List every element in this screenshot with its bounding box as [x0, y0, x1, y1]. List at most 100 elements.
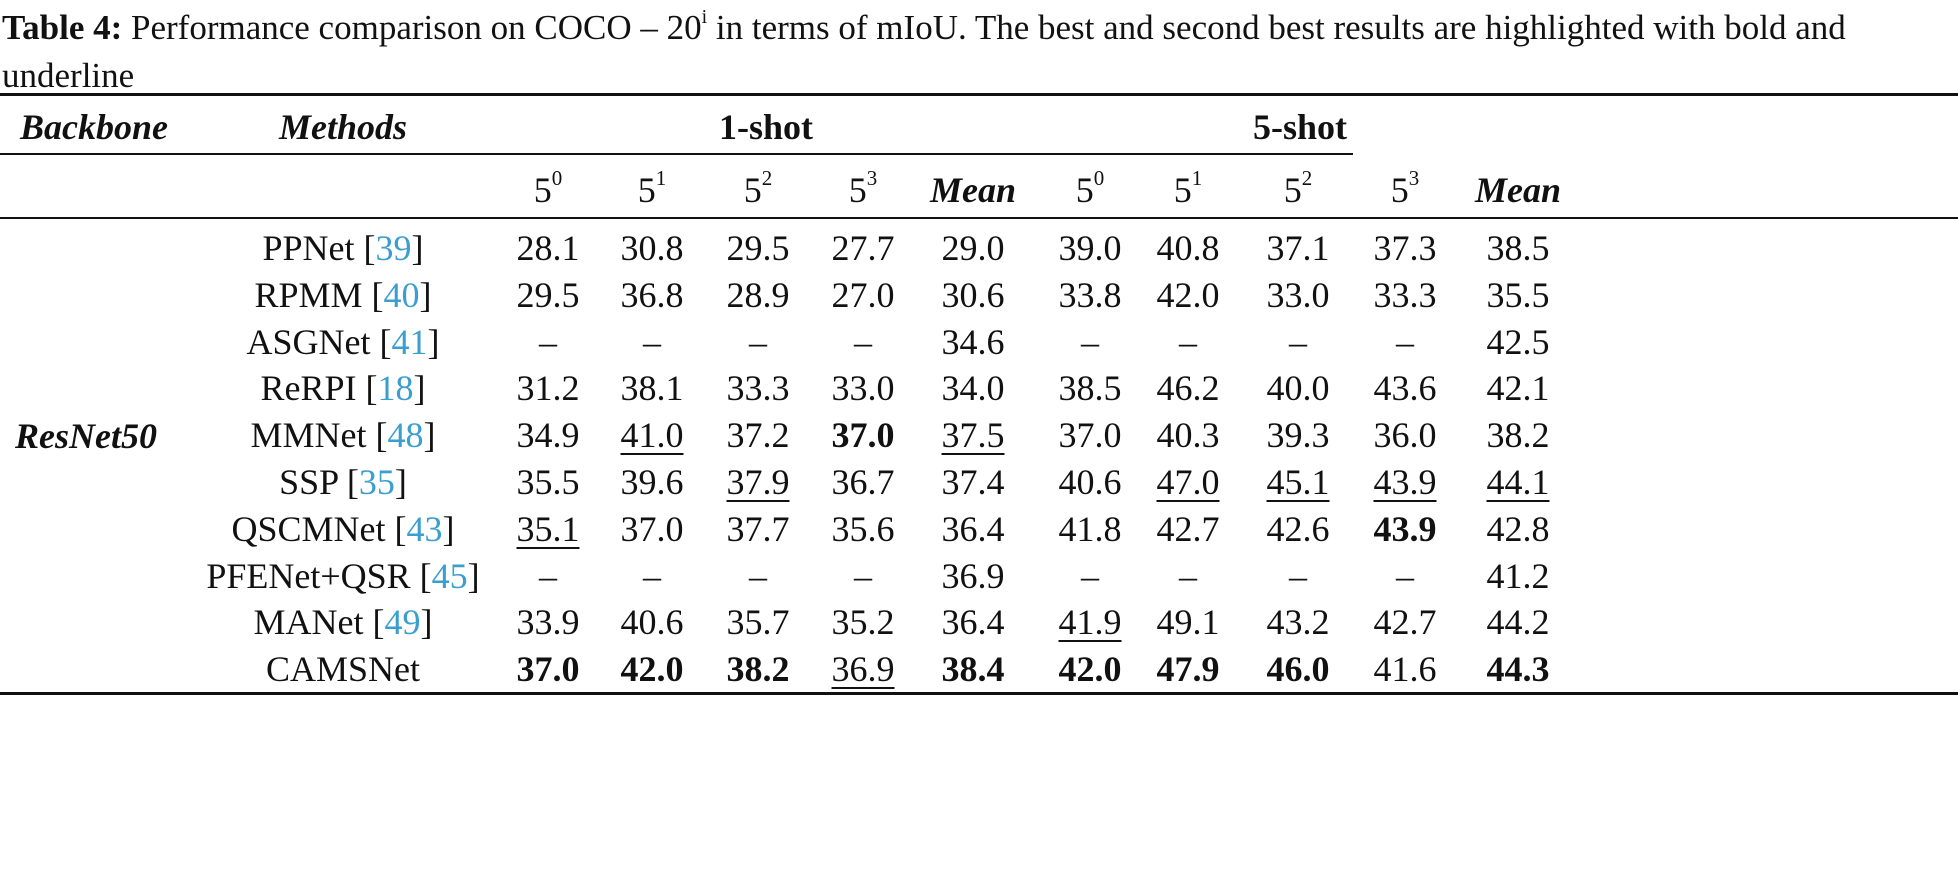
fold-index: 0 [551, 166, 563, 190]
cell-value: 34.0 [941, 368, 1005, 409]
method-name: MMNet [48] [193, 413, 493, 457]
cell-value: 42.6 [1266, 508, 1330, 549]
table-cell: – [1148, 554, 1448, 598]
cell-value: 34.9 [516, 415, 580, 456]
citation-link[interactable]: 39 [375, 228, 412, 268]
cell-value: – [1289, 555, 1307, 596]
table-cell: 42.0 [940, 647, 1240, 691]
table-cell: 29.5 [608, 226, 908, 270]
cell-value: 36.4 [941, 602, 1005, 643]
header-mean: Mean [1474, 170, 1561, 210]
citation-bracket: [ [363, 602, 385, 643]
method-name: ReRPI [18] [193, 366, 493, 410]
table-cell: 41.2 [1368, 554, 1668, 598]
table-cell: 35.5 [1368, 273, 1668, 317]
table-cell: 35.5 [398, 460, 698, 504]
cell-value: 37.0 [516, 649, 580, 690]
table-cell: 34.0 [823, 366, 1123, 410]
fold-base: 5 [1075, 170, 1094, 210]
method-label: QSCMNet [231, 508, 386, 549]
table-cell: – [398, 554, 698, 598]
table-cell: 37.0 [398, 647, 698, 691]
table-cell: 43.2 [1148, 600, 1448, 644]
header-fold: 52 [608, 168, 908, 212]
table-cell: 36.4 [823, 600, 1123, 644]
cell-value: 43.2 [1266, 602, 1330, 643]
fold-index: 1 [1191, 166, 1203, 190]
table-cell: 41.0 [502, 413, 802, 457]
cell-value: 30.8 [620, 228, 684, 268]
citation-link[interactable]: 41 [391, 321, 428, 362]
cell-value: 40.3 [1156, 415, 1220, 456]
cell-value: – [854, 321, 872, 362]
table-cell: 27.0 [713, 273, 1013, 317]
cell-value: 37.0 [620, 508, 684, 549]
cell-value: – [539, 321, 557, 362]
table-cell: – [1038, 554, 1338, 598]
citation-link[interactable]: 18 [377, 368, 414, 409]
table-cell: 37.7 [608, 507, 908, 551]
caption-text-after: in terms of mIoU. The best and second be… [2, 8, 1846, 95]
table-cell: 40.6 [940, 460, 1240, 504]
table-cell: 30.6 [823, 273, 1123, 317]
table-cell: 37.0 [713, 413, 1013, 457]
table-cell: 36.7 [713, 460, 1013, 504]
table-cell: 33.0 [713, 366, 1013, 410]
method-name: QSCMNet [43] [193, 507, 493, 551]
table-cell: 39.6 [502, 460, 802, 504]
table-cell: – [713, 554, 1013, 598]
cell-value: 33.8 [1058, 274, 1122, 315]
table-cell: 28.9 [608, 273, 908, 317]
fold-base: 5 [1173, 170, 1192, 210]
table-cell: 49.1 [1038, 600, 1338, 644]
citation-bracket: ] [427, 321, 440, 362]
table-cell: 37.0 [502, 507, 802, 551]
table-cell: – [1255, 320, 1555, 364]
cell-value: 33.0 [1266, 274, 1330, 315]
cell-value: – [1289, 321, 1307, 362]
cell-value: 28.1 [516, 228, 580, 268]
cell-value: 29.5 [516, 274, 580, 315]
table-cell: 37.0 [940, 413, 1240, 457]
table-cell: 41.6 [1255, 647, 1555, 691]
cell-value: 49.1 [1156, 602, 1220, 643]
citation-link[interactable]: 48 [387, 415, 424, 456]
citation-link[interactable]: 49 [384, 602, 421, 643]
cell-value: 42.0 [620, 649, 684, 690]
table-cell: – [502, 554, 802, 598]
cell-value: 43.9 [1373, 462, 1437, 502]
caption-superscript: i [701, 6, 708, 28]
table-cell: 46.2 [1038, 366, 1338, 410]
header-methods: Methods [278, 107, 408, 147]
citation-link[interactable]: 43 [406, 508, 443, 549]
cell-value: 35.5 [1486, 274, 1550, 315]
cell-value: 28.9 [726, 274, 790, 315]
cell-value: – [1081, 555, 1099, 596]
table-cell: 33.0 [1148, 273, 1448, 317]
cell-value: 35.1 [516, 508, 580, 549]
cell-value: 37.1 [1266, 228, 1330, 268]
header-5-shot: 5-shot [1252, 107, 1347, 147]
table-cell: 28.1 [398, 226, 698, 270]
table-cell: 38.5 [940, 366, 1240, 410]
cell-value: 37.5 [941, 415, 1005, 456]
cell-value: 37.7 [726, 508, 790, 549]
citation-link[interactable]: 35 [358, 462, 395, 502]
fold-base: 5 [743, 170, 762, 210]
caption-label: Table 4: [2, 8, 123, 47]
cell-value: – [749, 321, 767, 362]
citation-link[interactable]: 45 [431, 555, 468, 596]
table-cell: 41.9 [940, 600, 1240, 644]
citation-link[interactable]: 40 [383, 274, 420, 315]
cell-value: 34.6 [941, 321, 1005, 362]
cell-value: – [1179, 321, 1197, 362]
cell-value: 44.1 [1486, 462, 1550, 502]
cell-value: 41.0 [620, 415, 684, 456]
table-cell: 36.0 [1255, 413, 1555, 457]
cell-value: 43.6 [1373, 368, 1437, 409]
table-cell: 35.7 [608, 600, 908, 644]
fold-index: 0 [1093, 166, 1105, 190]
cell-value: 41.2 [1486, 555, 1550, 596]
table-cell: 42.8 [1368, 507, 1668, 551]
table-cell: – [1148, 320, 1448, 364]
